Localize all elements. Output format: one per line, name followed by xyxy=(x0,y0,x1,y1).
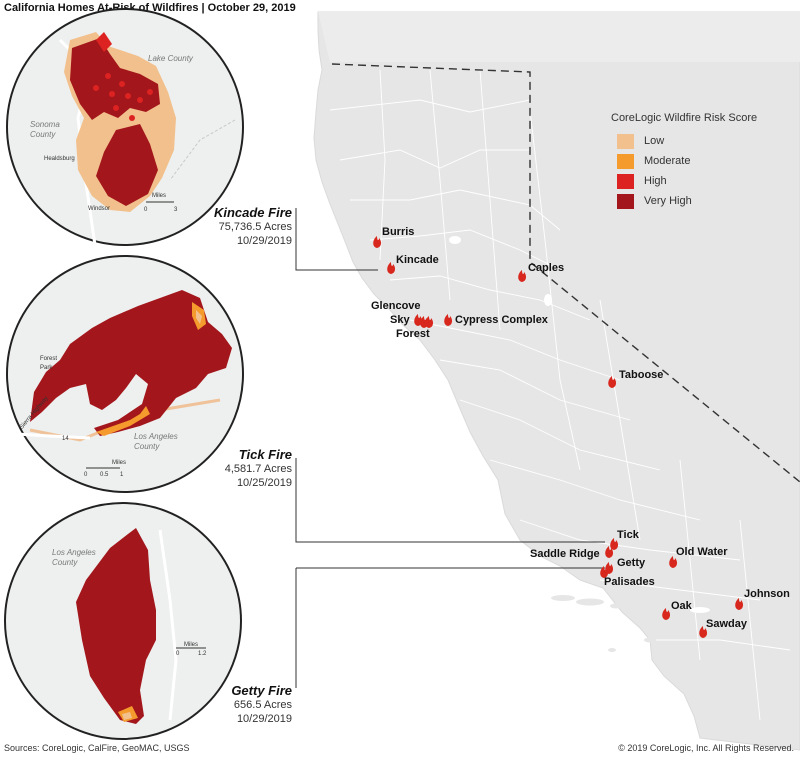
kincade-callout: Kincade Fire 75,736.5 Acres 10/29/2019 xyxy=(214,206,292,248)
california-land xyxy=(313,11,800,751)
oregon-land xyxy=(318,12,800,62)
map-title: California Homes At-Risk of Wildfires | … xyxy=(4,2,296,14)
callout-acres: 4,581.7 Acres xyxy=(224,463,292,475)
legend: CoreLogic Wildfire Risk Score Low Modera… xyxy=(611,112,757,211)
state-boundary xyxy=(331,63,800,483)
fire-icons xyxy=(373,236,744,638)
fire-icon-oak xyxy=(662,608,671,620)
lakes xyxy=(449,236,710,613)
tick-callout: Tick Fire 4,581.7 Acres 10/25/2019 xyxy=(225,448,292,490)
fire-label-palisades: Palisades xyxy=(604,576,655,588)
county-borders xyxy=(329,69,791,721)
inset-kincade-scale-unit: Miles xyxy=(152,193,167,199)
fire-icon-johnson xyxy=(735,598,744,610)
getty-callout: Getty Fire 656.5 Acres 10/29/2019 xyxy=(231,684,292,726)
inset-tick-route: 14 xyxy=(62,436,69,442)
inset-kincade-town2: Windsor xyxy=(88,206,111,212)
callout-name: Kincade Fire xyxy=(213,205,292,220)
fire-icon-burris xyxy=(373,236,382,248)
inset-kincade-region1: Lake County xyxy=(148,54,193,63)
fire-label-saddle-ridge: Saddle Ridge xyxy=(530,548,600,560)
getty-inset xyxy=(4,502,242,740)
callout-date: 10/29/2019 xyxy=(236,235,292,247)
fire-label-glencove: Glencove xyxy=(371,300,421,312)
fire-icon-taboose xyxy=(608,376,617,388)
leader-lines xyxy=(295,208,605,688)
fire-label-forest: Forest xyxy=(396,328,430,340)
fire-icon-caples xyxy=(518,270,527,282)
fire-icon-forest xyxy=(425,316,434,328)
fire-icon-kincade xyxy=(387,262,396,274)
fire-label-johnson: Johnson xyxy=(744,588,790,600)
inset-tick-scale-unit: Miles xyxy=(112,460,127,466)
fire-label-old-water: Old Water xyxy=(676,546,728,558)
inset-kincade-region2: Sonoma County xyxy=(30,120,60,139)
fire-icon-glencove xyxy=(414,314,423,326)
callout-name: Tick Fire xyxy=(238,447,292,462)
callout-name: Getty Fire xyxy=(231,683,292,698)
fire-icon-cypress-complex xyxy=(444,314,453,326)
fire-label-caples: Caples xyxy=(528,262,565,274)
fire-label-burris: Burris xyxy=(382,226,415,238)
tick-inset xyxy=(6,255,244,493)
inset-tick-scale-mid: 0.5 xyxy=(100,472,109,478)
inset-kincade-scale-0: 0 xyxy=(144,207,148,213)
getty-perimeter xyxy=(76,528,156,724)
fire-icon-old-water xyxy=(669,556,678,568)
legend-item-low: Low xyxy=(611,131,757,151)
fire-label-sky: Sky xyxy=(390,314,410,326)
inset-getty-region1: Los Angeles County xyxy=(52,548,96,567)
fire-label-cypress-complex: Cypress Complex xyxy=(455,314,548,326)
inset-getty-scale-0: 0 xyxy=(176,651,180,657)
fire-icon-tick xyxy=(610,538,619,550)
fire-label-taboose: Taboose xyxy=(619,369,664,381)
callout-date: 10/29/2019 xyxy=(236,713,292,725)
fire-label-kincade: Kincade xyxy=(396,254,439,266)
kincade-inset xyxy=(6,8,244,246)
inset-kincade-scale-end: 3 xyxy=(174,207,178,213)
fire-label-tick: Tick xyxy=(617,529,639,541)
callout-acres: 656.5 Acres xyxy=(233,699,292,711)
fire-icon-palisades xyxy=(600,566,609,578)
legend-item-high: High xyxy=(611,171,757,191)
tick-perimeter xyxy=(30,290,232,436)
inset-tick-scale-0: 0 xyxy=(84,472,88,478)
sources-text: Sources: CoreLogic, CalFire, GeoMAC, USG… xyxy=(4,743,190,753)
legend-title: CoreLogic Wildfire Risk Score xyxy=(611,112,758,124)
inset-tick-scale-end: 1 xyxy=(120,472,124,478)
copyright-text: © 2019 CoreLogic, Inc. All Rights Reserv… xyxy=(618,743,794,753)
channel-islands xyxy=(551,595,675,663)
callout-date: 10/25/2019 xyxy=(236,477,292,489)
inset-getty-scale-end: 1.2 xyxy=(198,651,207,657)
legend-item-very-high: Very High xyxy=(611,191,757,211)
inset-tick-region2: Los Angeles County xyxy=(134,432,178,451)
fire-label-sawday: Sawday xyxy=(706,618,747,630)
fire-icon-sawday xyxy=(699,626,708,638)
callout-acres: 75,736.5 Acres xyxy=(218,221,292,233)
fire-label-getty: Getty xyxy=(617,557,646,569)
inset-tick-region1: Forest Park xyxy=(40,356,58,371)
inset-kincade-town1: Healdsburg xyxy=(44,156,75,162)
fire-icon-saddle-ridge xyxy=(605,546,614,558)
legend-item-moderate: Moderate xyxy=(611,151,757,171)
fire-label-oak: Oak xyxy=(671,600,692,612)
inset-getty-scale-unit: Miles xyxy=(184,642,199,648)
